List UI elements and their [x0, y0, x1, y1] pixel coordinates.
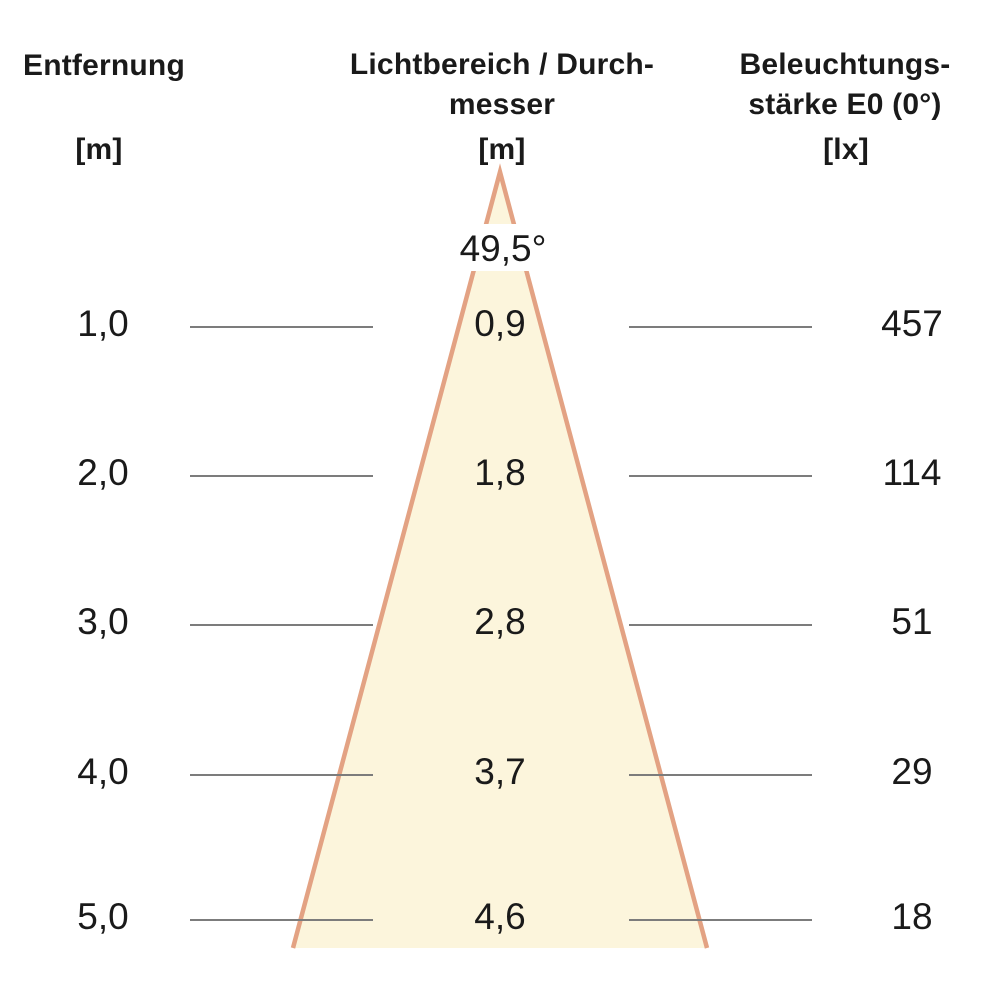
illuminance-column-title-line2: stärke E0 (0°)	[748, 88, 942, 121]
distance-unit-label: [m]	[75, 133, 123, 166]
distance-value: 1,0	[77, 303, 129, 344]
right-tick-line	[629, 774, 812, 776]
diameter-column-title-line2: messer	[448, 88, 556, 121]
right-tick-line	[629, 475, 812, 477]
left-tick-line	[190, 919, 373, 921]
illuminance-value: 51	[891, 601, 933, 642]
left-tick-line	[190, 475, 373, 477]
beam-angle-label-backdrop	[388, 224, 614, 271]
diameter-column-title-line1: Lichtbereich / Durch-	[349, 48, 655, 81]
illuminance-column-title-line1: Beleuchtungs-	[739, 48, 951, 81]
right-tick-line	[629, 326, 812, 328]
distance-value: 3,0	[77, 601, 129, 642]
beam-angle-label: 49,5°	[459, 228, 547, 269]
diameter-value: 1,8	[474, 452, 526, 493]
distance-column-title: Entfernung	[23, 49, 185, 82]
left-tick-line	[190, 774, 373, 776]
right-tick-line	[629, 624, 812, 626]
distance-value: 2,0	[77, 452, 129, 493]
illuminance-value: 457	[881, 303, 943, 344]
illuminance-value: 29	[891, 751, 933, 792]
diameter-value: 4,6	[474, 896, 526, 937]
right-tick-line	[629, 919, 812, 921]
diameter-value: 0,9	[474, 303, 526, 344]
left-tick-line	[190, 624, 373, 626]
distance-value: 4,0	[77, 751, 129, 792]
distance-value: 5,0	[77, 896, 129, 937]
illuminance-value: 114	[882, 452, 942, 493]
illuminance-value: 18	[891, 896, 933, 937]
diameter-value: 2,8	[474, 601, 526, 642]
diameter-unit-label: [m]	[478, 133, 526, 166]
left-tick-line	[190, 326, 373, 328]
diameter-value: 3,7	[474, 751, 526, 792]
beam-cone-fill	[293, 172, 707, 948]
beam-cone-outline	[290, 163, 710, 949]
illuminance-unit-label: [lx]	[823, 133, 869, 166]
